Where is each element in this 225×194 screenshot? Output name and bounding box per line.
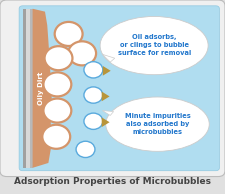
FancyBboxPatch shape: [26, 9, 30, 168]
Polygon shape: [102, 92, 110, 101]
Text: Minute impurities
also adsorbed by
microbubbles: Minute impurities also adsorbed by micro…: [125, 113, 190, 135]
Circle shape: [42, 125, 70, 149]
Circle shape: [43, 99, 71, 123]
Text: Oily Dirt: Oily Dirt: [38, 72, 43, 105]
Text: Adsorption Properties of Microbubbles: Adsorption Properties of Microbubbles: [14, 177, 211, 186]
Circle shape: [68, 41, 96, 65]
FancyBboxPatch shape: [0, 0, 225, 177]
Ellipse shape: [100, 16, 208, 75]
Polygon shape: [33, 9, 52, 168]
Circle shape: [76, 141, 95, 158]
Circle shape: [45, 46, 72, 70]
Ellipse shape: [106, 97, 209, 151]
Circle shape: [43, 72, 71, 96]
FancyBboxPatch shape: [22, 9, 30, 168]
Circle shape: [55, 22, 83, 46]
Circle shape: [84, 113, 103, 129]
Polygon shape: [102, 117, 110, 127]
Circle shape: [84, 62, 103, 78]
Text: Oil adsorbs,
or clings to bubble
surface for removal: Oil adsorbs, or clings to bubble surface…: [117, 34, 191, 56]
Polygon shape: [102, 111, 114, 115]
Polygon shape: [102, 54, 115, 62]
Polygon shape: [103, 66, 111, 76]
FancyBboxPatch shape: [19, 6, 219, 171]
FancyBboxPatch shape: [30, 9, 33, 168]
Circle shape: [84, 87, 103, 103]
